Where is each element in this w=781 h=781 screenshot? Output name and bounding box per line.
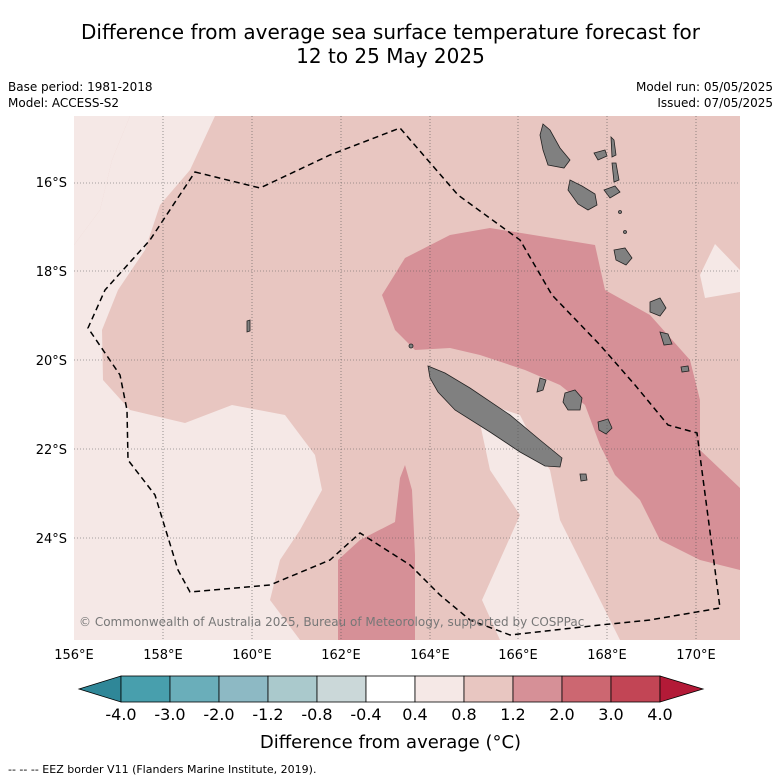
island-vanuatu-6 — [611, 162, 620, 183]
lon-tick-label: 158°E — [143, 648, 183, 663]
lat-tick-labels: 16°S 18°S 20°S 22°S 24°S — [36, 176, 67, 547]
colorbar-swatch — [365, 675, 416, 703]
colorbar-tick-label: -2.0 — [203, 705, 235, 724]
colorbar-swatch — [414, 675, 465, 703]
island-small-2 — [623, 230, 627, 234]
lon-tick-label: 164°E — [410, 648, 450, 663]
colorbar-high-extension — [659, 675, 705, 703]
colorbar-swatch — [316, 675, 367, 703]
contour-light-central — [74, 116, 322, 640]
colorbar-swatch — [169, 675, 220, 703]
model-run: Model run: 05/05/2025 — [635, 80, 773, 94]
island-vanuatu-7 — [613, 247, 633, 266]
colorbar-tick-label: -4.0 — [105, 705, 137, 724]
island-east-3 — [680, 365, 690, 373]
base-period: Base period: 1981-2018 — [8, 80, 153, 94]
lat-tick-label: 22°S — [36, 443, 67, 458]
colorbar-tick-label: -0.8 — [301, 705, 333, 724]
colorbar-tick-label: 0.4 — [402, 705, 428, 724]
colorbar-tick-label: 2.0 — [549, 705, 575, 724]
lon-tick-label: 162°E — [321, 648, 361, 663]
lat-tick-label: 20°S — [36, 354, 67, 369]
colorbar-tick-label: 4.0 — [647, 705, 673, 724]
copyright-notice: © Commonwealth of Australia 2025, Bureau… — [79, 615, 584, 629]
issued-date: Issued: 07/05/2025 — [657, 96, 773, 110]
land-masses — [246, 123, 690, 482]
lon-tick-label: 156°E — [54, 648, 94, 663]
colorbar-swatch — [267, 675, 318, 703]
colorbar-tick-label: -0.4 — [350, 705, 382, 724]
island-loyalty-1 — [562, 389, 583, 411]
eez-border — [87, 127, 721, 636]
colorbar-swatch — [512, 675, 563, 703]
lon-tick-label: 170°E — [676, 648, 716, 663]
island-small-3 — [618, 210, 622, 214]
colorbar-tick-label: 1.2 — [500, 705, 526, 724]
contour-light-south — [475, 400, 620, 640]
contour-light-west — [74, 116, 130, 245]
sst-anomaly-field: © Commonwealth of Australia 2025, Bureau… — [74, 116, 740, 640]
lat-tick-label: 24°S — [36, 532, 67, 547]
contour-warm-northeast — [382, 228, 740, 570]
contour-warm-south — [338, 465, 415, 640]
colorbar-tick-label: -3.0 — [154, 705, 186, 724]
lon-tick-label: 160°E — [232, 648, 272, 663]
lat-tick-label: 18°S — [36, 265, 67, 280]
island-chesterfield — [246, 319, 251, 333]
island-south — [579, 473, 588, 482]
lon-tick-labels: 156°E 158°E 160°E 162°E 164°E 166°E 168°… — [54, 648, 716, 663]
chart-title-line1: Difference from average sea surface temp… — [80, 20, 700, 44]
island-vanuatu-2 — [567, 179, 598, 211]
colorbar-tick-label: -1.2 — [252, 705, 284, 724]
colorbar-swatch — [610, 675, 661, 703]
island-small-1 — [408, 343, 414, 349]
colorbar-swatch — [120, 675, 171, 703]
lat-tick-label: 16°S — [36, 176, 67, 191]
model-name: Model: ACCESS-S2 — [8, 96, 120, 110]
island-east-2 — [659, 331, 673, 346]
gridlines — [74, 116, 740, 640]
colorbar-low-extension — [77, 675, 122, 703]
island-east-1 — [649, 297, 667, 317]
colorbar-title: Difference from average (°C) — [259, 732, 522, 753]
lon-tick-label: 168°E — [587, 648, 627, 663]
colorbar — [77, 675, 705, 703]
island-loyalty-3 — [597, 418, 613, 435]
island-vanuatu-1 — [539, 123, 571, 169]
chart-title-line2: 12 to 25 May 2025 — [296, 44, 485, 68]
island-vanuatu-5 — [610, 135, 617, 158]
colorbar-tick-label: 3.0 — [598, 705, 624, 724]
colorbar-swatch — [463, 675, 514, 703]
island-new-caledonia — [427, 365, 563, 468]
eez-footnote: -- -- -- EEZ border V11 (Flanders Marine… — [8, 763, 317, 776]
lon-tick-label: 166°E — [498, 648, 538, 663]
colorbar-swatch — [218, 675, 269, 703]
colorbar-tick-label: 0.8 — [451, 705, 477, 724]
colorbar-swatch — [561, 675, 612, 703]
island-vanuatu-4 — [603, 185, 621, 199]
island-loyalty-2 — [536, 377, 547, 393]
